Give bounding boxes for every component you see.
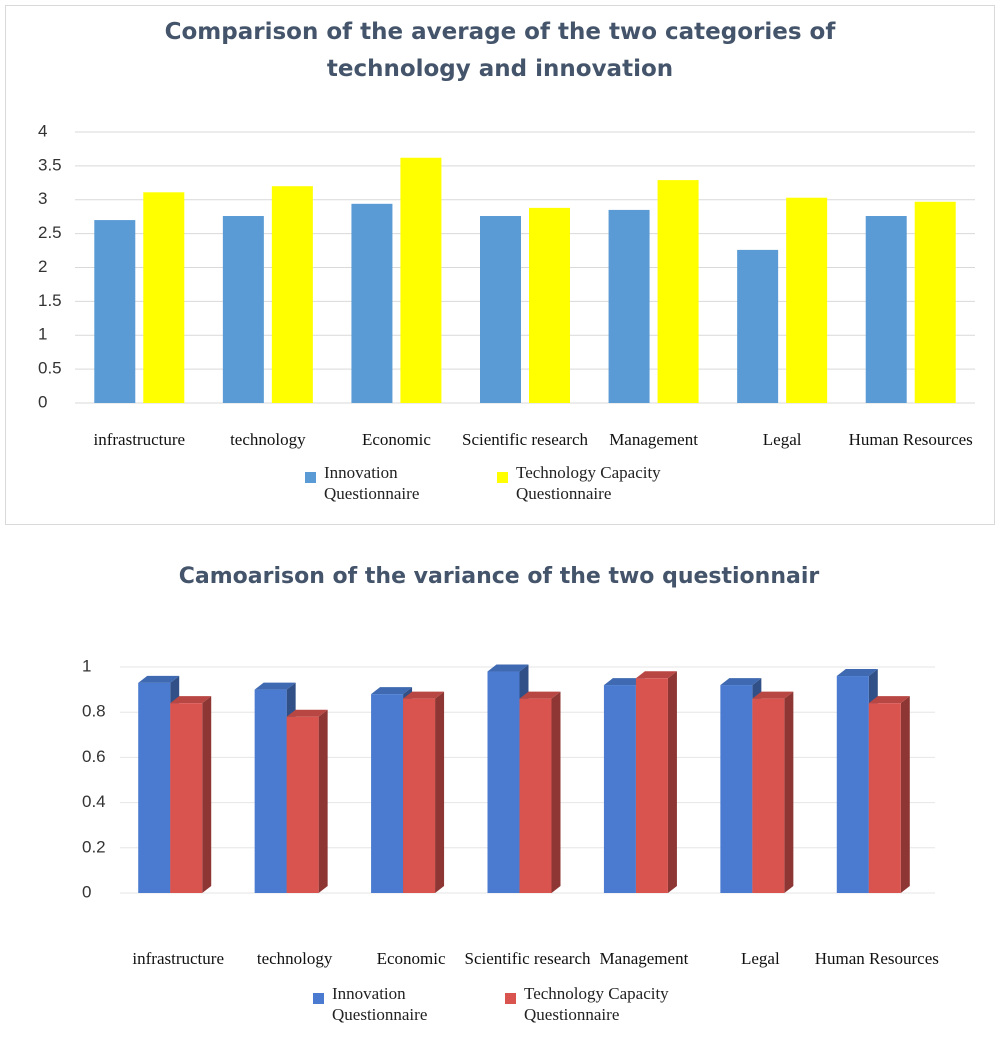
legend-label: Technology Capacity Questionnaire <box>516 462 686 504</box>
bar <box>609 210 650 403</box>
legend-item: Technology Capacity Questionnaire <box>497 462 697 504</box>
y-tick-label: 3 <box>38 189 47 208</box>
bar-front <box>720 685 752 893</box>
y-tick-label: 0.6 <box>82 747 106 766</box>
bar <box>223 216 264 403</box>
legend-label: Technology Capacity Questionnaire <box>524 983 694 1025</box>
y-tick-label: 4 <box>38 121 47 140</box>
y-tick-label: 0 <box>38 392 47 411</box>
bar <box>94 220 135 403</box>
bar-side <box>668 671 677 893</box>
y-tick-label: 2.5 <box>38 223 62 242</box>
bar-front <box>604 685 636 893</box>
bar-front <box>636 678 668 893</box>
y-tick-label: 0.5 <box>38 359 62 378</box>
y-tick-label: 1 <box>38 325 47 344</box>
legend-swatch <box>497 472 508 483</box>
bar-side <box>202 696 211 893</box>
bar <box>272 186 313 403</box>
x-tick-label: Management <box>609 430 698 449</box>
bar-front <box>170 703 202 893</box>
bar-3d <box>636 671 677 893</box>
bar <box>480 216 521 403</box>
bar-3d <box>403 692 444 893</box>
bar-front <box>371 694 403 893</box>
bar-side <box>552 692 561 893</box>
bar-3d <box>752 692 793 893</box>
bar <box>915 202 956 403</box>
bar-front <box>255 690 287 893</box>
x-tick-label: Legal <box>741 949 780 968</box>
legend-label: Innovation Questionnaire <box>332 983 442 1025</box>
bar <box>737 250 778 403</box>
bar-front <box>403 699 435 893</box>
y-tick-label: 3.5 <box>38 155 62 174</box>
bar <box>658 180 699 403</box>
bar <box>400 158 441 403</box>
bar <box>143 192 184 403</box>
chart-title: Comparison of the average of the two cat… <box>100 14 900 88</box>
bar-side <box>435 692 444 893</box>
y-tick-label: 1 <box>82 656 91 675</box>
x-tick-label: infrastructure <box>132 949 224 968</box>
chart-title: Camoarison of the variance of the two qu… <box>0 558 998 595</box>
bar <box>786 198 827 403</box>
x-tick-label: infrastructure <box>93 430 185 449</box>
bar-3d <box>520 692 561 893</box>
x-tick-label: Scientific research <box>462 430 589 449</box>
x-tick-label: technology <box>257 949 333 968</box>
y-tick-label: 0.4 <box>82 792 106 811</box>
legend-swatch <box>305 472 316 483</box>
bar-front <box>837 676 869 893</box>
bar-front <box>287 717 319 893</box>
charts: 0 0.5 1 1.5 2 2.5 3 3.5 4 infrastructure technolog… <box>0 0 998 1043</box>
legend-item: Innovation Questionnaire <box>305 462 445 504</box>
bar <box>351 204 392 403</box>
y-tick-label: 1.5 <box>38 291 62 310</box>
bar-front <box>520 699 552 893</box>
x-tick-label: Economic <box>377 949 446 968</box>
page: 0 0.5 1 1.5 2 2.5 3 3.5 4 infrastructure technolog… <box>0 0 998 1043</box>
bar <box>866 216 907 403</box>
x-tick-label: Management <box>600 949 689 968</box>
x-tick-label: Scientific research <box>464 949 591 968</box>
bar <box>529 208 570 403</box>
x-tick-label: Legal <box>763 430 802 449</box>
legend-item: Technology Capacity Questionnaire <box>505 983 705 1025</box>
y-tick-label: 0.8 <box>82 702 106 721</box>
y-tick-label: 2 <box>38 257 47 276</box>
x-tick-label: Human Resources <box>815 949 939 968</box>
bar-3d <box>287 710 328 893</box>
bar-front <box>752 699 784 893</box>
bar-front <box>488 672 520 893</box>
x-tick-label: Human Resources <box>849 430 973 449</box>
bar-3d <box>170 696 211 893</box>
bar-side <box>901 696 910 893</box>
x-tick-label: technology <box>230 430 306 449</box>
bar-side <box>319 710 328 893</box>
y-tick-label: 0.2 <box>82 837 106 856</box>
bar-front <box>869 703 901 893</box>
legend-label: Innovation Questionnaire <box>324 462 434 504</box>
legend-swatch <box>505 993 516 1004</box>
bar-front <box>138 683 170 893</box>
bar-side <box>784 692 793 893</box>
bar-3d <box>869 696 910 893</box>
legend-item: Innovation Questionnaire <box>313 983 453 1025</box>
y-tick-label: 0 <box>82 882 91 901</box>
x-tick-label: Economic <box>362 430 431 449</box>
legend-swatch <box>313 993 324 1004</box>
